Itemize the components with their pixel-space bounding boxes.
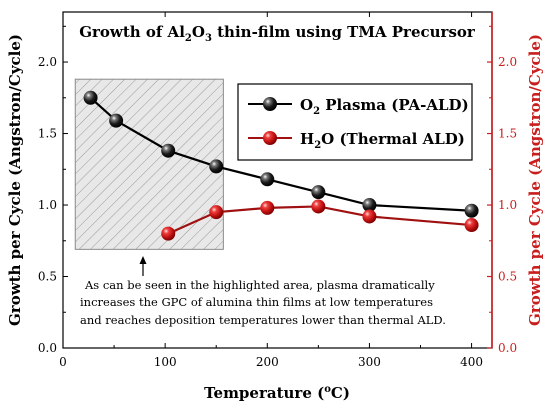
series-line-1: [167, 205, 472, 235]
annotation-line-1: As can be seen in the highlighted area, …: [84, 278, 435, 292]
data-point: [464, 218, 479, 233]
data-point: [209, 159, 224, 174]
legend-label-h2o: H2O (Thermal ALD): [300, 130, 465, 151]
series-line-0: [89, 96, 472, 212]
data-point: [260, 200, 275, 215]
data-point: [161, 226, 176, 241]
data-point: [161, 143, 176, 158]
data-point: [260, 172, 275, 187]
legend-box: [237, 83, 473, 161]
x-axis-title: Temperature (oC): [204, 384, 350, 402]
data-point: [311, 185, 326, 200]
data-point: [83, 90, 98, 105]
y-tick-label-right: 0.5: [498, 270, 517, 284]
data-point: [464, 203, 479, 218]
y-tick-label-left: 1.0: [38, 198, 57, 212]
legend-label-o2: O2 Plasma (PA-ALD): [300, 96, 469, 117]
y-tick-label-left: 0.0: [38, 341, 57, 355]
data-point: [362, 198, 377, 213]
y-tick-label-left: 2.0: [38, 55, 57, 69]
y-axis-title-right: Growth per Cycle (Angstron/Cycle): [526, 34, 544, 326]
x-tick-label: 0: [59, 355, 67, 369]
data-point: [362, 209, 377, 224]
y-tick-label-right: 2.0: [498, 55, 517, 69]
y-axis-title-left: Growth per Cycle (Angstron/Cycle): [6, 34, 24, 326]
legend: O2 Plasma (PA-ALD) H2O (Thermal ALD): [237, 83, 473, 161]
y-tick-label-left: 0.5: [38, 270, 57, 284]
x-tick-label: 200: [256, 355, 279, 369]
annotation-arrow: [139, 256, 147, 276]
y-tick-label-right: 1.0: [498, 198, 517, 212]
data-point: [209, 205, 224, 220]
annotation-line-3: and reaches deposition temperatures lowe…: [80, 313, 446, 327]
data-point: [109, 113, 124, 128]
data-point: [311, 199, 326, 214]
annotation-line-2: increases the GPC of alumina thin films …: [80, 295, 433, 309]
x-tick-label: 100: [154, 355, 177, 369]
x-tick-label: 400: [460, 355, 483, 369]
y-tick-label-right: 0.0: [498, 341, 517, 355]
legend-marker-h2o: [263, 131, 277, 145]
legend-marker-o2: [263, 97, 277, 111]
chart-title: Growth of Al2O3 thin-film using TMA Prec…: [79, 23, 476, 44]
y-tick-label-right: 1.5: [498, 127, 517, 141]
y-tick-label-left: 1.5: [38, 127, 57, 141]
x-tick-label: 300: [358, 355, 381, 369]
